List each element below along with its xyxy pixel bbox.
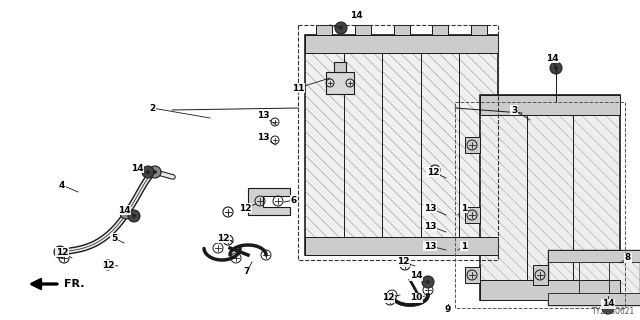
Text: 6: 6 bbox=[291, 196, 297, 204]
Text: 14: 14 bbox=[410, 271, 422, 281]
Polygon shape bbox=[480, 280, 620, 300]
Circle shape bbox=[132, 214, 136, 218]
Circle shape bbox=[146, 170, 150, 174]
Text: TY24B0621: TY24B0621 bbox=[592, 307, 635, 316]
Text: 12: 12 bbox=[427, 167, 439, 177]
Text: 14: 14 bbox=[131, 164, 143, 172]
Polygon shape bbox=[432, 25, 448, 35]
Text: 7: 7 bbox=[244, 268, 250, 276]
Text: FR.: FR. bbox=[64, 279, 84, 289]
Polygon shape bbox=[470, 25, 486, 35]
Text: 1: 1 bbox=[461, 242, 467, 251]
Polygon shape bbox=[548, 250, 640, 262]
Polygon shape bbox=[355, 25, 371, 35]
Circle shape bbox=[602, 302, 614, 314]
Polygon shape bbox=[316, 25, 332, 35]
Circle shape bbox=[422, 276, 434, 288]
Text: 12: 12 bbox=[102, 260, 115, 269]
Text: 13: 13 bbox=[424, 221, 436, 230]
Polygon shape bbox=[465, 207, 480, 223]
Text: 2: 2 bbox=[149, 103, 155, 113]
Text: 5: 5 bbox=[111, 234, 117, 243]
Text: 12: 12 bbox=[56, 247, 68, 257]
Polygon shape bbox=[394, 25, 410, 35]
Polygon shape bbox=[480, 95, 620, 115]
Circle shape bbox=[426, 280, 430, 284]
Text: 12: 12 bbox=[239, 204, 252, 212]
Text: 12: 12 bbox=[397, 258, 409, 267]
Text: 13: 13 bbox=[257, 132, 269, 141]
Text: 3: 3 bbox=[511, 106, 517, 115]
Polygon shape bbox=[548, 293, 640, 305]
Text: 13: 13 bbox=[257, 110, 269, 119]
Text: 8: 8 bbox=[625, 253, 631, 262]
Polygon shape bbox=[305, 237, 498, 255]
Circle shape bbox=[606, 306, 610, 310]
Polygon shape bbox=[248, 188, 290, 215]
Circle shape bbox=[54, 246, 66, 258]
Circle shape bbox=[142, 166, 154, 178]
Circle shape bbox=[335, 22, 347, 34]
Circle shape bbox=[149, 166, 161, 178]
Circle shape bbox=[58, 250, 62, 254]
Polygon shape bbox=[465, 137, 480, 153]
Polygon shape bbox=[326, 72, 354, 94]
Text: 14: 14 bbox=[349, 11, 362, 20]
Text: 13: 13 bbox=[424, 204, 436, 212]
Text: 14: 14 bbox=[546, 53, 558, 62]
Text: 11: 11 bbox=[292, 84, 304, 92]
Circle shape bbox=[124, 211, 128, 215]
Circle shape bbox=[339, 26, 343, 30]
Polygon shape bbox=[480, 95, 620, 300]
Text: 14: 14 bbox=[602, 300, 614, 308]
Text: 12: 12 bbox=[381, 293, 394, 302]
Text: 1: 1 bbox=[461, 204, 467, 212]
Polygon shape bbox=[305, 35, 498, 53]
Text: 14: 14 bbox=[118, 205, 131, 214]
Circle shape bbox=[153, 170, 157, 174]
Text: 12: 12 bbox=[217, 234, 229, 243]
Polygon shape bbox=[465, 267, 480, 283]
Polygon shape bbox=[305, 35, 498, 255]
Circle shape bbox=[550, 62, 562, 74]
Circle shape bbox=[120, 207, 132, 219]
Polygon shape bbox=[334, 62, 346, 72]
Text: 4: 4 bbox=[59, 180, 65, 189]
Polygon shape bbox=[533, 265, 548, 285]
Circle shape bbox=[128, 210, 140, 222]
Text: 10: 10 bbox=[410, 293, 422, 302]
Text: 9: 9 bbox=[445, 306, 451, 315]
Text: 13: 13 bbox=[424, 242, 436, 251]
Circle shape bbox=[554, 66, 558, 70]
Polygon shape bbox=[548, 250, 640, 305]
